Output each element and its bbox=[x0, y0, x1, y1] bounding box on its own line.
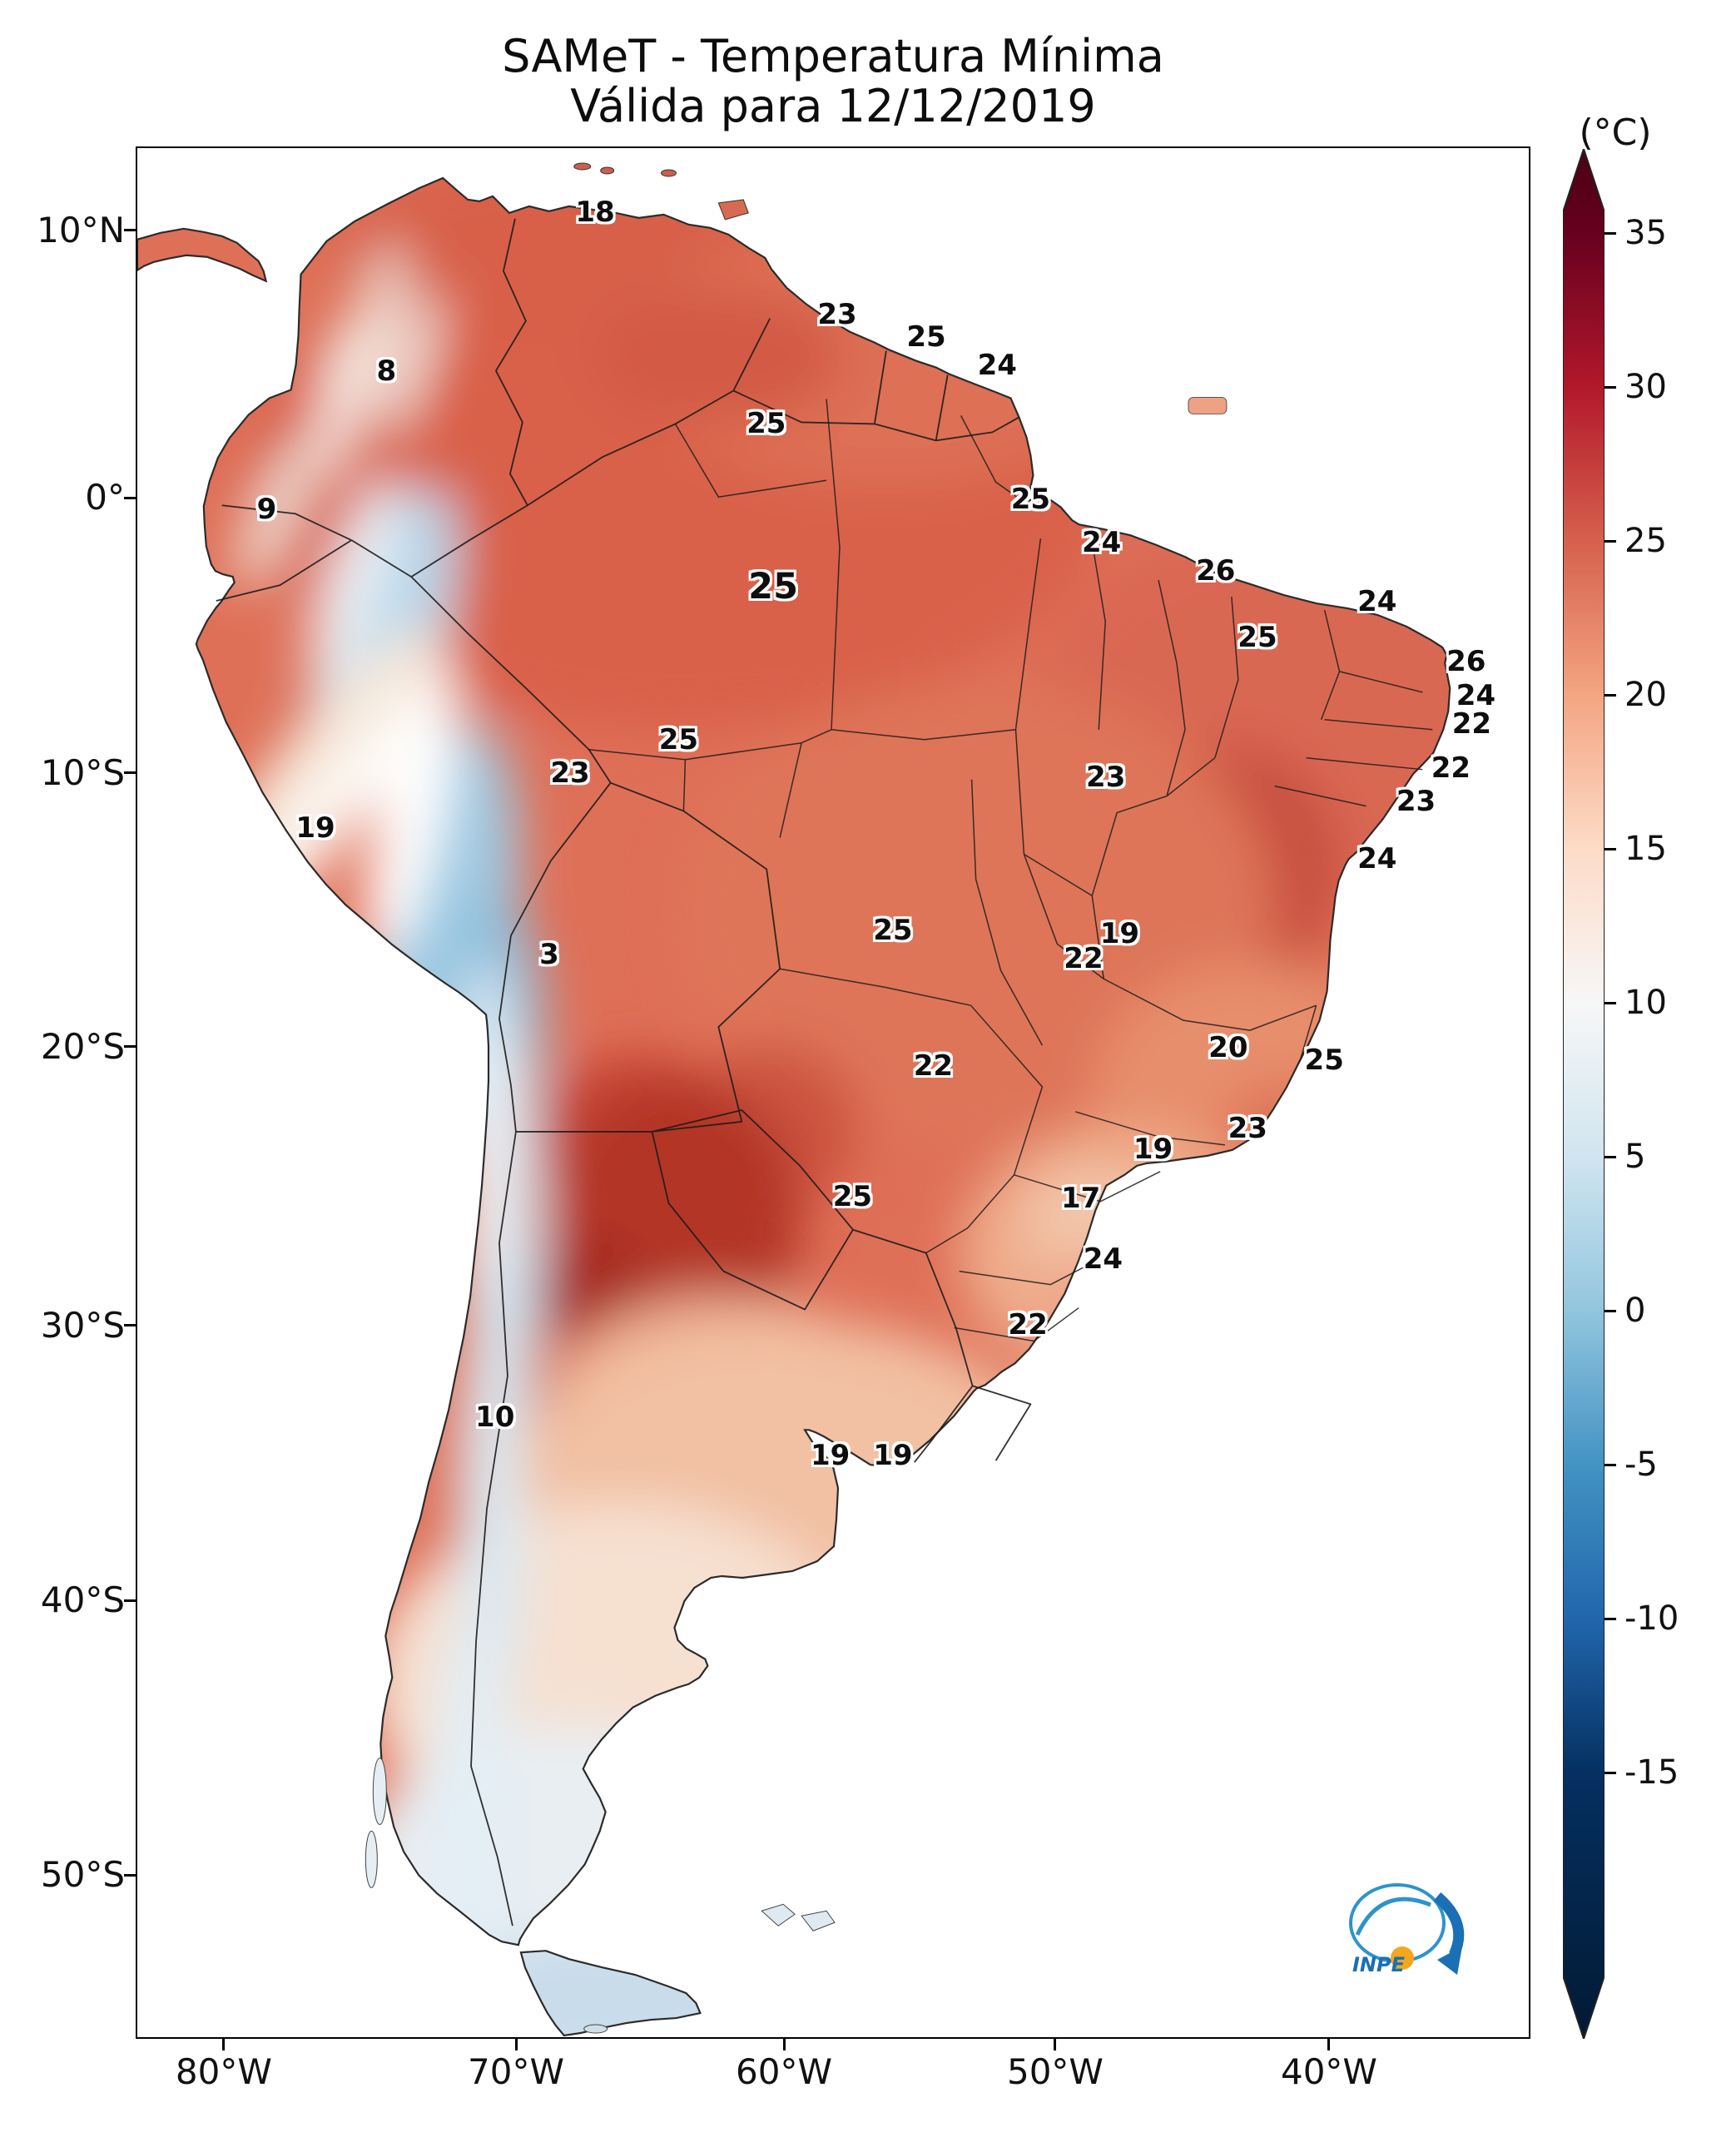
lat-tickmark bbox=[124, 1599, 136, 1602]
colorbar-tick-label: 20 bbox=[1624, 676, 1667, 714]
lat-tick-label: 40°S bbox=[40, 1579, 125, 1621]
lon-tickmark bbox=[782, 2039, 786, 2050]
colorbar-tickmark bbox=[1605, 1463, 1616, 1466]
lat-tickmark bbox=[124, 1873, 136, 1877]
colorbar-tick-label: -15 bbox=[1624, 1753, 1679, 1792]
colorbar-tickmark bbox=[1605, 1771, 1616, 1774]
colorbar-tick-label: 15 bbox=[1624, 830, 1667, 868]
lat-tickmark bbox=[124, 496, 136, 499]
colorbar-tick-label: 10 bbox=[1624, 984, 1667, 1022]
colorbar-tickmark bbox=[1605, 1155, 1616, 1158]
colorbar-tickmark bbox=[1605, 1617, 1616, 1620]
lat-tickmark bbox=[124, 1324, 136, 1327]
logo-orange-dot bbox=[1391, 1946, 1415, 1970]
colorbar-tickmark bbox=[1605, 1001, 1616, 1004]
colorbar-tickmark bbox=[1605, 693, 1616, 697]
logo-swirl bbox=[1355, 1897, 1432, 1936]
lat-tickmark bbox=[124, 771, 136, 775]
colorbar-tick-label: -10 bbox=[1624, 1599, 1679, 1638]
islands bbox=[365, 162, 1228, 2034]
lat-tick-label: 0° bbox=[85, 477, 125, 518]
lon-tickmark bbox=[514, 2039, 518, 2050]
lon-tick-label: 80°W bbox=[175, 2051, 272, 2092]
colorbar-tick-label: 35 bbox=[1624, 214, 1667, 252]
south-america-temperature-map bbox=[137, 162, 1451, 2037]
colorbar-tick-label: -5 bbox=[1624, 1445, 1658, 1484]
colorbar-tick-label: 5 bbox=[1624, 1138, 1646, 1176]
logo-arrowhead bbox=[1437, 1946, 1463, 1975]
colorbar-tickmark bbox=[1605, 231, 1616, 235]
colorbar bbox=[1563, 149, 1605, 2039]
lat-tickmark bbox=[124, 229, 136, 232]
country-borders bbox=[216, 218, 1032, 1926]
state-borders bbox=[588, 399, 1433, 1342]
lon-tick-label: 40°W bbox=[1280, 2051, 1377, 2092]
colorbar-tick-label: 25 bbox=[1624, 522, 1667, 560]
coastline bbox=[137, 176, 1451, 2037]
colorbar-gradient bbox=[1563, 149, 1605, 2039]
lat-tick-label: 30°S bbox=[40, 1304, 125, 1346]
plot-area: 18 23 25 24 8 25 25 9 24 26 25 24 25 26 24 22 25 22 23 23 23… bbox=[136, 146, 1530, 2039]
colorbar-tick-label: 0 bbox=[1624, 1292, 1646, 1330]
lat-tick-label: 10°N bbox=[37, 209, 125, 250]
colorbar-tickmark bbox=[1605, 847, 1616, 850]
temperature-field bbox=[192, 177, 1451, 2036]
lat-tick-label: 20°S bbox=[40, 1025, 125, 1067]
colorbar-unit-label: (°C) bbox=[1579, 112, 1652, 154]
colorbar-tickmark bbox=[1605, 385, 1616, 389]
colorbar-tick-label: 30 bbox=[1624, 368, 1667, 406]
logo-text: INPE bbox=[1352, 1953, 1406, 1976]
lon-tickmark bbox=[1054, 2039, 1057, 2050]
colorbar-tickmark bbox=[1605, 1309, 1616, 1312]
lat-tickmark bbox=[124, 1045, 136, 1049]
inpe-logo: INPE bbox=[1332, 1875, 1474, 1991]
map-subtitle-date: Válida para 12/12/2019 bbox=[570, 80, 1096, 132]
logo-arrow-arc bbox=[1433, 1892, 1465, 1957]
lon-tickmark bbox=[1327, 2039, 1331, 2050]
colorbar-tickmark bbox=[1605, 539, 1616, 543]
lon-tick-label: 70°W bbox=[468, 2051, 565, 2092]
map-title: SAMeT - Temperatura Mínima bbox=[502, 30, 1164, 82]
lat-tick-label: 10°S bbox=[40, 751, 125, 793]
lat-tick-label: 50°S bbox=[40, 1854, 125, 1896]
lon-tick-label: 60°W bbox=[736, 2051, 832, 2092]
lon-tickmark bbox=[222, 2039, 226, 2050]
lon-tick-label: 50°W bbox=[1006, 2051, 1104, 2092]
